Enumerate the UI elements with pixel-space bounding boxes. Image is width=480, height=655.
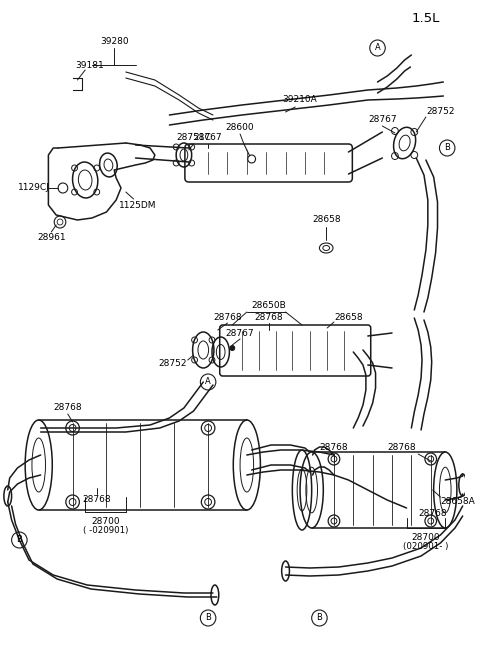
Text: 28767: 28767 (194, 134, 222, 143)
Text: 28961: 28961 (37, 233, 66, 242)
Text: 1129CJ: 1129CJ (18, 183, 50, 193)
Text: 28752: 28752 (426, 107, 455, 117)
Text: 28767: 28767 (368, 115, 396, 124)
Text: B: B (316, 614, 323, 622)
Text: 28600: 28600 (226, 124, 254, 132)
Text: 39210A: 39210A (283, 96, 317, 105)
Text: 28767: 28767 (226, 329, 254, 337)
Text: 28768: 28768 (83, 495, 111, 504)
Text: 39181: 39181 (75, 60, 104, 69)
Text: 28768: 28768 (320, 443, 348, 453)
Text: 28768: 28768 (419, 508, 447, 517)
Text: 28768: 28768 (213, 312, 242, 322)
Text: (020901- ): (020901- ) (403, 542, 449, 550)
Text: 28650B: 28650B (252, 301, 287, 310)
Text: 28768: 28768 (388, 443, 416, 453)
Text: 28768: 28768 (53, 403, 82, 413)
Text: B: B (16, 536, 22, 544)
Text: 28658A: 28658A (441, 498, 475, 506)
Circle shape (230, 345, 235, 350)
Text: ( -020901): ( -020901) (83, 525, 128, 534)
Text: 28700: 28700 (411, 533, 440, 542)
Text: A: A (374, 43, 380, 52)
Text: 1.5L: 1.5L (412, 12, 441, 24)
Text: 28658: 28658 (312, 215, 340, 225)
Text: 28768: 28768 (255, 312, 283, 322)
Text: 39280: 39280 (100, 37, 129, 47)
Text: 1125DM: 1125DM (119, 200, 156, 210)
Text: B: B (205, 614, 211, 622)
Text: 28752: 28752 (158, 358, 187, 367)
Text: A: A (205, 377, 211, 386)
Text: 28700: 28700 (91, 517, 120, 525)
Text: B: B (444, 143, 450, 153)
Text: 28751C: 28751C (176, 134, 211, 143)
Text: 28658: 28658 (334, 312, 362, 322)
